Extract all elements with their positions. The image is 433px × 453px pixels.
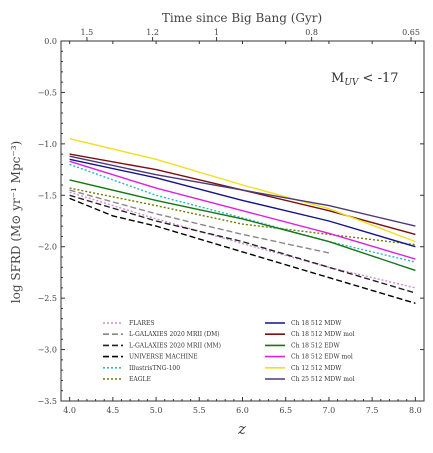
y-tick-label: −1.5: [38, 191, 57, 200]
legend-label-6: Ch 18 512 MDW: [291, 320, 342, 327]
legend-label-0: FLARES: [129, 320, 155, 327]
y-tick-label: −2.0: [38, 243, 57, 252]
top-tick-label: 1.2: [146, 28, 159, 37]
legend-label-8: Ch 18 512 EDW: [291, 342, 340, 349]
legend-label-11: Ch 25 512 MDW mol: [291, 376, 355, 383]
x-tick-label: 7.0: [323, 406, 336, 415]
legend: FLARES L-GALAXIES 2020 MRII (DM) L-GALAXIE…: [103, 320, 355, 383]
annotation-tail: < -17: [358, 71, 398, 86]
plot-area: [69, 138, 416, 304]
legend-label-3: UNIVERSE MACHINE: [129, 354, 198, 361]
x-tick-label: 8.0: [409, 406, 422, 415]
series-line-10: [69, 138, 416, 243]
legend-label-5: EAGLE: [129, 376, 151, 383]
series-line-4: [69, 163, 416, 263]
y-tick-label: −2.5: [38, 294, 57, 303]
x-tick-label: 6.5: [279, 406, 292, 415]
series-line-6: [69, 158, 416, 248]
legend-label-1: L-GALAXIES 2020 MRII (DM): [129, 331, 220, 338]
y-tick-label: −3.0: [38, 346, 57, 355]
x-tick-label: 4.5: [106, 406, 119, 415]
plot-frame: [60, 40, 425, 402]
x-axis-label: z: [237, 420, 246, 438]
series-line-8: [69, 179, 416, 272]
series-line-9: [69, 160, 416, 260]
top-tick-label: 0.65: [402, 28, 420, 37]
legend-label-9: Ch 18 512 EDW mol: [291, 354, 353, 361]
series-line-0: [69, 191, 416, 289]
y-axis-label: log SFRD (M⊙ yr⁻¹ Mpc⁻³): [9, 141, 23, 303]
y-tick-label: −1.0: [38, 140, 57, 149]
annotation-main: M: [331, 71, 344, 86]
x-tick-label: 5.0: [150, 406, 163, 415]
legend-label-2: L-GALAXIES 2020 MRII (MM): [129, 342, 221, 349]
top-axis-label: Time since Big Bang (Gyr): [162, 11, 322, 25]
top-tick-label: 0.8: [305, 28, 318, 37]
annotation-sub: UV: [344, 78, 360, 88]
series-line-11: [69, 155, 416, 227]
y-tick-label: −3.5: [38, 397, 57, 406]
x-tick-label: 5.5: [193, 406, 206, 415]
legend-label-4: IllustrisTNG-100: [129, 365, 180, 372]
x-tick-label: 6.0: [236, 406, 249, 415]
legend-label-7: Ch 18 512 MDW mol: [291, 331, 355, 338]
x-tick-label: 7.5: [366, 406, 379, 415]
y-tick-label: 0.0: [44, 37, 57, 46]
annotation-text: MUV < -17: [331, 71, 399, 88]
y-tick-label: −0.5: [38, 88, 57, 97]
top-tick-label: 1: [214, 28, 219, 37]
series-line-5: [69, 187, 416, 246]
top-tick-label: 1.5: [81, 28, 94, 37]
x-tick-label: 4.0: [63, 406, 76, 415]
legend-label-10: Ch 12 512 MDW: [291, 365, 342, 372]
axes: 4.0 4.5 5.0 5.5 6.0 6.5 7.0 7.5 8.0 0.0 −0.5 −1.0 −1…: [38, 28, 425, 415]
series-line-3: [69, 197, 416, 304]
series-line-2: [69, 194, 416, 294]
